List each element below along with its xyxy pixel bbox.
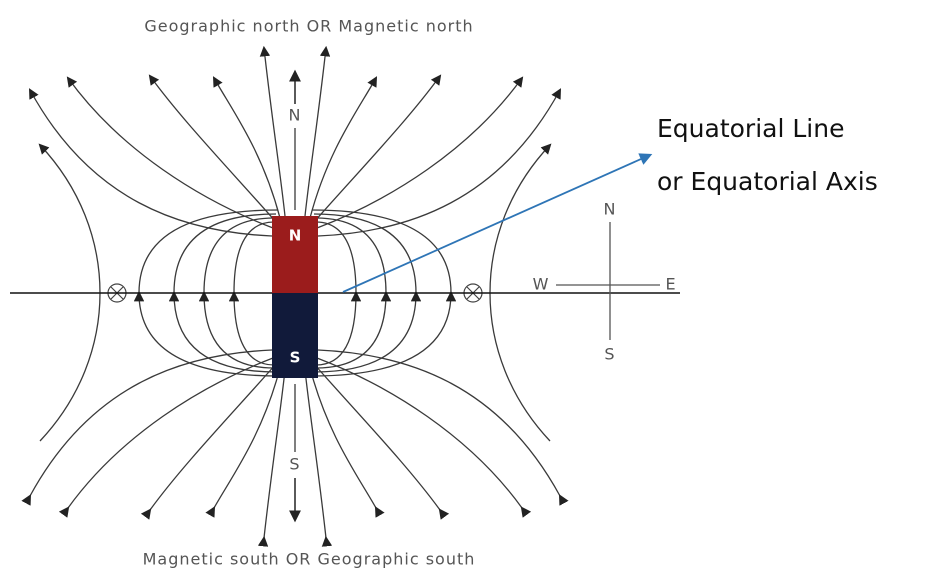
bottom-label: Magnetic south OR Geographic south xyxy=(143,550,476,569)
axis: N S xyxy=(289,69,302,523)
compass-east: E xyxy=(665,275,676,294)
compass-north: N xyxy=(604,200,617,219)
magnet-south-label: S xyxy=(290,349,301,367)
magnet: N S xyxy=(272,216,318,378)
magnet-north-pole xyxy=(272,216,318,293)
compass: N W E S xyxy=(533,200,676,364)
top-label: Geographic north OR Magnetic north xyxy=(144,17,473,36)
axis-south: S xyxy=(289,455,300,474)
annotation-line-1: Equatorial Line xyxy=(657,114,844,143)
magnet-south-pole xyxy=(272,293,318,378)
axis-north: N xyxy=(289,106,302,125)
annotation-arrow xyxy=(342,153,653,293)
annotation-line-2: or Equatorial Axis xyxy=(657,167,878,196)
compass-west: W xyxy=(533,275,550,294)
magnet-north-label: N xyxy=(289,227,302,245)
compass-south: S xyxy=(604,345,615,364)
